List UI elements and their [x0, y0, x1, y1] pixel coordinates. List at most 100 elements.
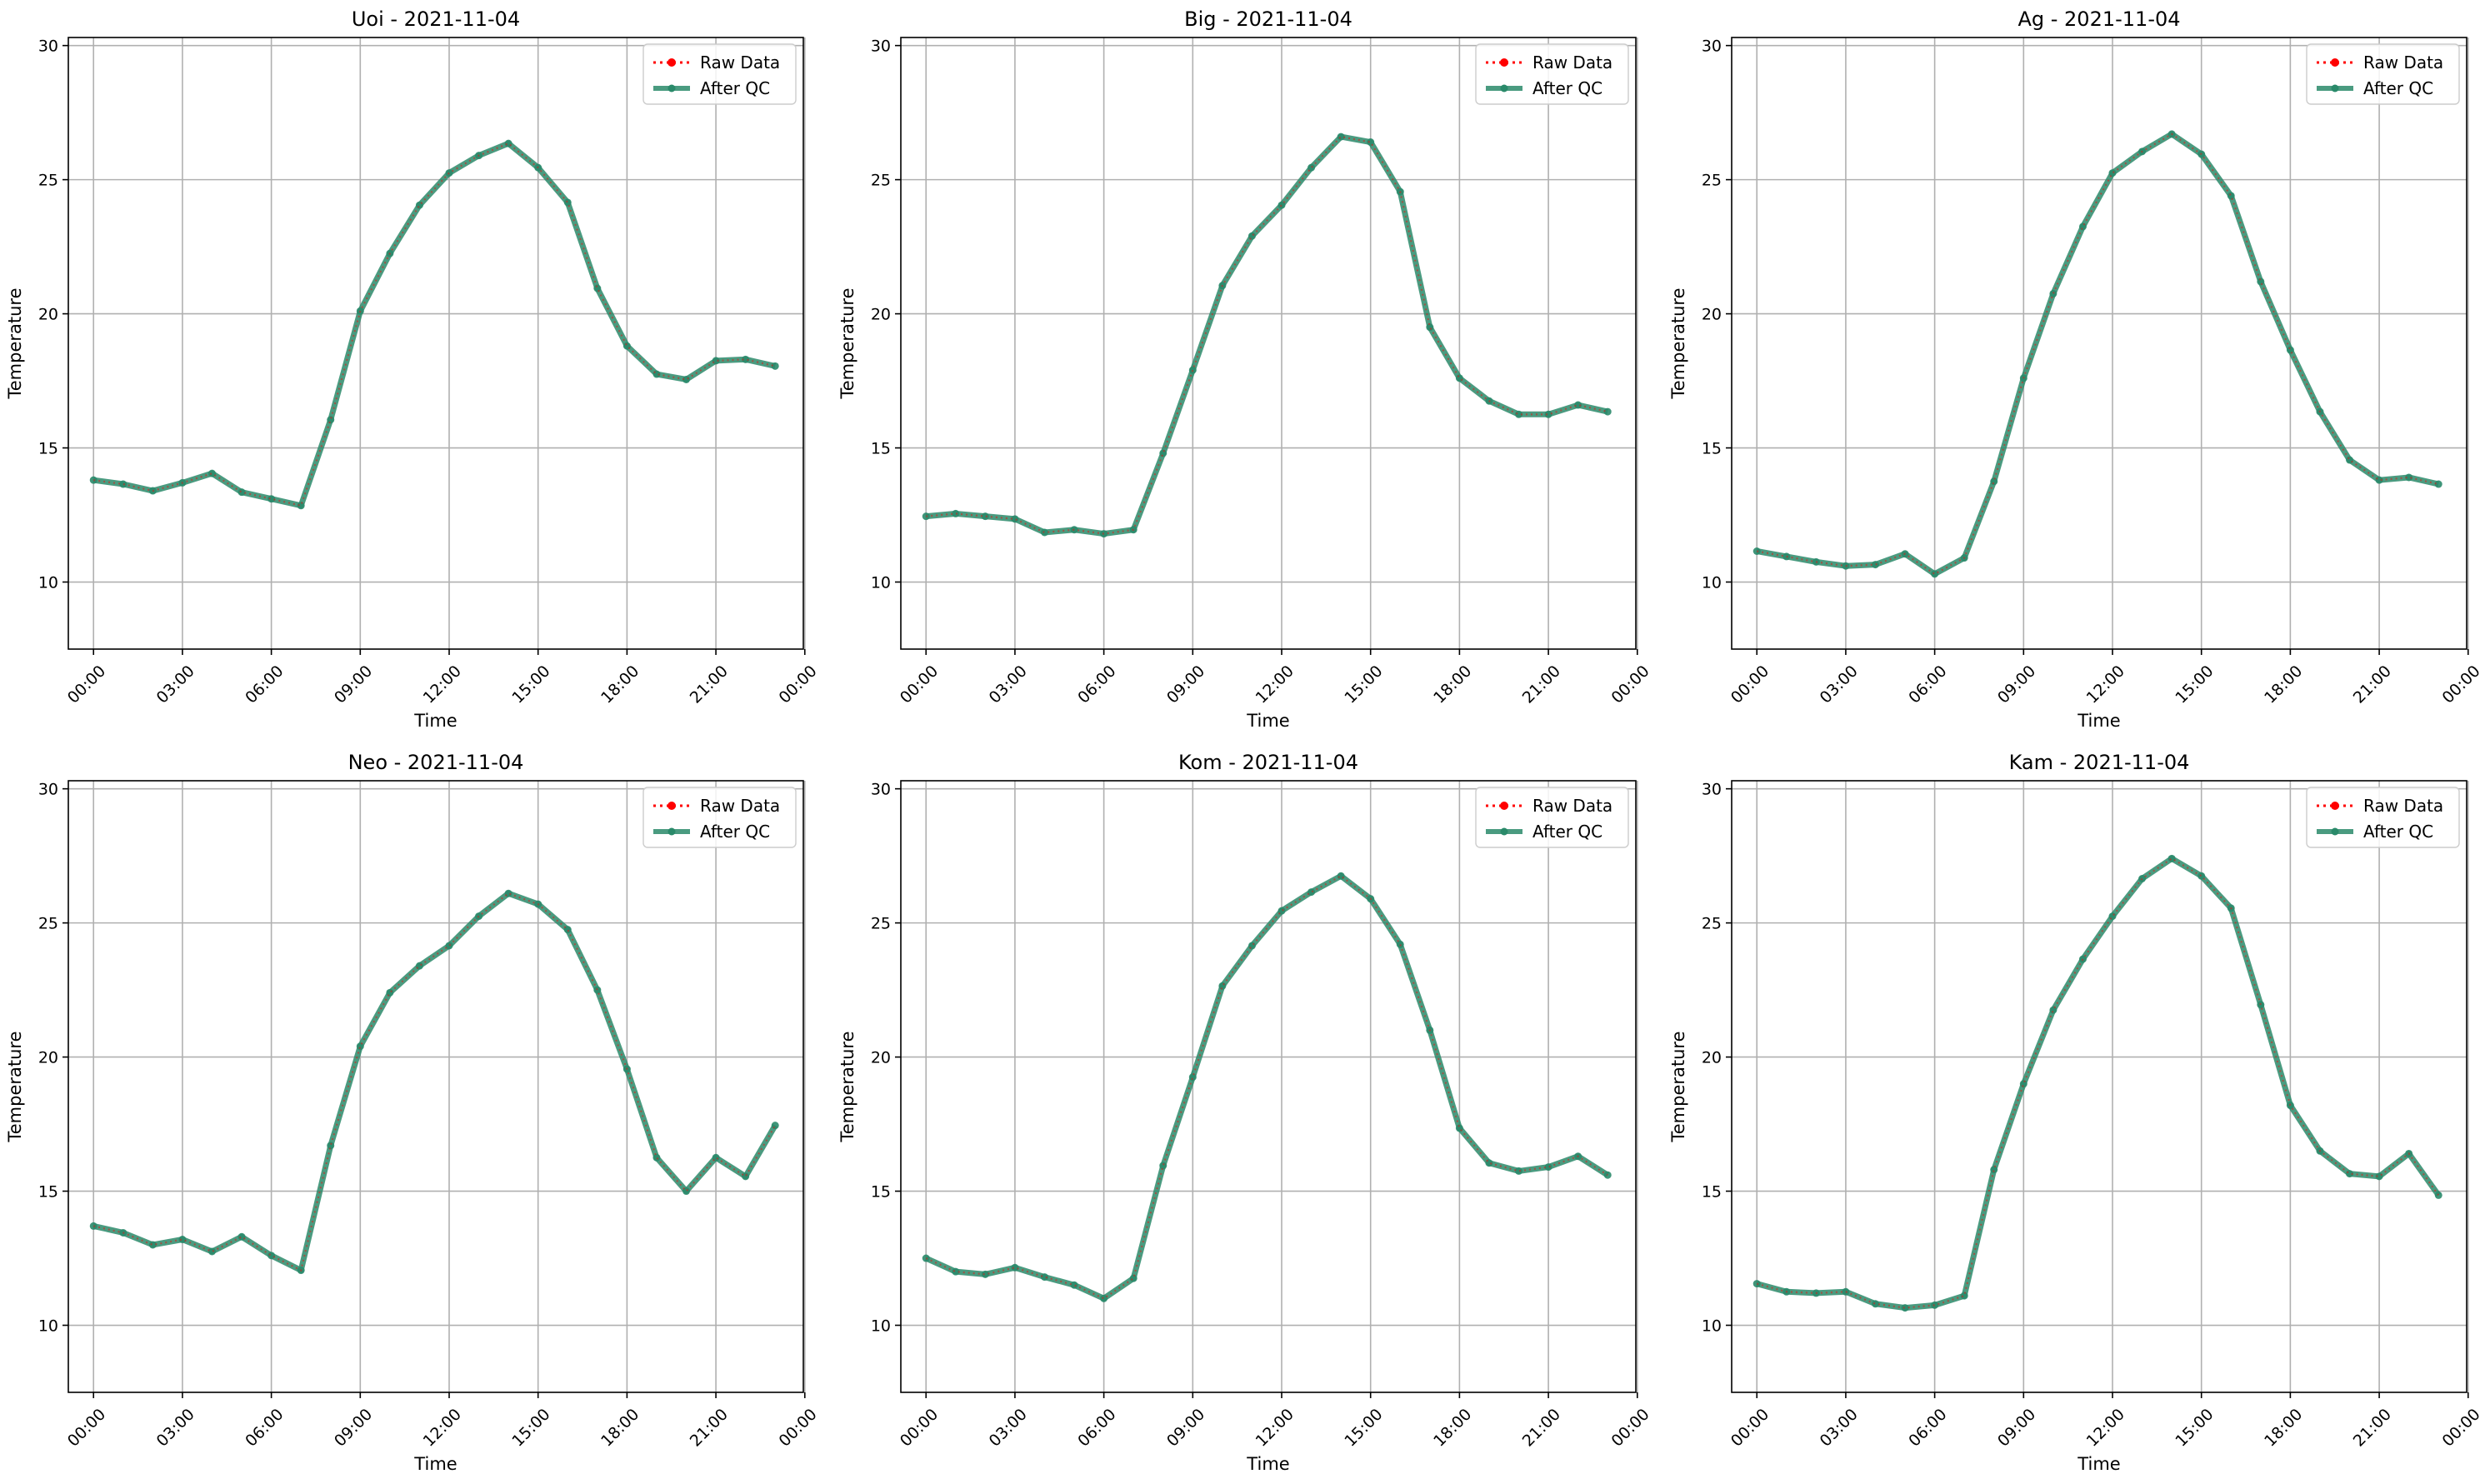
point-after-qc	[1544, 410, 1552, 418]
y-tick-label: 25	[871, 172, 891, 190]
point-after-qc	[2078, 955, 2087, 963]
point-after-qc	[652, 1153, 661, 1162]
x-tick-label: 03:00	[1817, 662, 1862, 707]
x-tick-label: 06:00	[1905, 1405, 1950, 1450]
x-axis-label: Time	[2077, 711, 2120, 731]
legend-marker-after-qc	[668, 827, 676, 836]
legend: Raw Data After QC	[2306, 43, 2460, 105]
chart-title: Kam - 2021-11-04	[2009, 751, 2190, 774]
legend: Raw Data After QC	[1475, 787, 1629, 848]
legend-marker-raw-data	[2331, 802, 2339, 810]
chart-panel: 10 15 20 25 30 00:00 03:00 06:00 09:00 12:00 15:00…	[1668, 751, 2484, 1474]
x-tick-label: 21:00	[687, 1405, 732, 1450]
point-after-qc	[1100, 1294, 1108, 1302]
series-line-after-qc	[924, 872, 1610, 1302]
legend-marker-after-qc	[668, 84, 676, 92]
point-after-qc	[1574, 1152, 1582, 1161]
point-after-qc	[327, 1142, 335, 1150]
point-after-qc	[89, 1222, 98, 1230]
chart-panel: 10 15 20 25 30 00:00 03:00 06:00 09:00 12:00 15:00…	[1668, 7, 2484, 731]
y-tick-label: 30	[871, 781, 891, 799]
point-after-qc	[2405, 1149, 2413, 1157]
point-after-qc	[1070, 526, 1078, 534]
x-tick-label: 21:00	[1519, 1405, 1564, 1450]
chart-title: Kom - 2021-11-04	[1178, 751, 1358, 774]
point-after-qc	[1842, 562, 1850, 570]
point-after-qc	[1842, 1287, 1850, 1296]
point-after-qc	[742, 355, 750, 363]
point-after-qc	[593, 986, 602, 994]
point-after-qc	[2198, 872, 2206, 880]
series-line-raw-data	[92, 892, 777, 1272]
point-after-qc	[534, 163, 542, 172]
legend-marker-after-qc	[1500, 827, 1508, 836]
point-after-qc	[1544, 1163, 1552, 1172]
x-tick-label: 12:00	[2083, 662, 2128, 707]
point-after-qc	[1515, 1167, 1523, 1175]
point-after-qc	[356, 307, 364, 315]
x-tick-label: 06:00	[242, 662, 287, 707]
point-after-qc	[475, 912, 483, 921]
x-tick-label: 09:00	[331, 1405, 376, 1450]
x-tick-label: 18:00	[1430, 1405, 1475, 1450]
y-tick-label: 30	[38, 781, 58, 799]
legend-marker-raw-data	[668, 58, 676, 67]
y-tick-label: 25	[1702, 915, 1722, 933]
x-axis-label: Time	[413, 1454, 457, 1474]
x-tick-label: 21:00	[1519, 662, 1564, 707]
x-tick-label: 06:00	[242, 1405, 287, 1450]
point-after-qc	[1367, 895, 1375, 903]
y-axis-label: Temperature	[838, 287, 858, 399]
x-axis-label: Time	[1246, 1454, 1289, 1474]
point-after-qc	[1960, 1292, 1968, 1300]
axes-frame	[1731, 37, 2468, 650]
point-after-qc	[652, 370, 661, 378]
legend-label-after-qc: After QC	[1532, 822, 1602, 842]
point-after-qc	[1603, 1171, 1612, 1179]
y-tick-label: 10	[871, 574, 891, 592]
y-tick-label: 30	[871, 37, 891, 56]
point-after-qc	[2168, 130, 2176, 138]
legend-marker-raw-data	[668, 802, 676, 810]
point-after-qc	[771, 1122, 779, 1130]
point-after-qc	[1100, 530, 1108, 538]
point-after-qc	[1455, 1124, 1463, 1132]
point-after-qc	[2138, 875, 2147, 883]
y-tick-label: 15	[871, 1183, 891, 1202]
series-line-raw-data	[1756, 857, 2440, 1309]
y-tick-label: 20	[1702, 1049, 1722, 1067]
point-after-qc	[2286, 346, 2294, 354]
point-after-qc	[297, 502, 305, 510]
point-after-qc	[1040, 528, 1048, 537]
x-tick-label: 03:00	[153, 662, 198, 707]
point-after-qc	[2138, 147, 2147, 156]
point-after-qc	[1278, 907, 1286, 915]
legend-label-after-qc: After QC	[2363, 822, 2433, 842]
x-tick-label: 00:00	[1608, 1405, 1652, 1450]
point-after-qc	[2375, 476, 2383, 484]
legend: Raw Data After QC	[2306, 787, 2460, 848]
x-tick-label: 06:00	[1074, 1405, 1119, 1450]
point-after-qc	[504, 889, 512, 897]
point-after-qc	[1752, 1280, 1761, 1288]
y-tick-label: 10	[871, 1317, 891, 1336]
point-after-qc	[712, 357, 720, 365]
y-axis-label: Temperature	[1668, 287, 1688, 399]
point-after-qc	[148, 487, 157, 495]
point-after-qc	[445, 942, 453, 950]
x-tick-label: 18:00	[2261, 662, 2306, 707]
x-tick-label: 00:00	[775, 662, 820, 707]
y-tick-label: 20	[871, 1049, 891, 1067]
x-tick-label: 00:00	[775, 1405, 820, 1450]
x-axis-label: Time	[413, 711, 457, 731]
legend-marker-raw-data	[2331, 58, 2339, 67]
x-tick-label: 00:00	[1728, 1405, 1772, 1450]
point-after-qc	[922, 512, 930, 521]
legend-label-after-qc: After QC	[2363, 78, 2433, 98]
point-after-qc	[2405, 473, 2413, 482]
x-tick-label: 18:00	[2261, 1405, 2306, 1450]
point-after-qc	[2346, 1170, 2354, 1178]
point-after-qc	[1871, 561, 1879, 569]
legend-label-raw-data: Raw Data	[700, 796, 780, 816]
